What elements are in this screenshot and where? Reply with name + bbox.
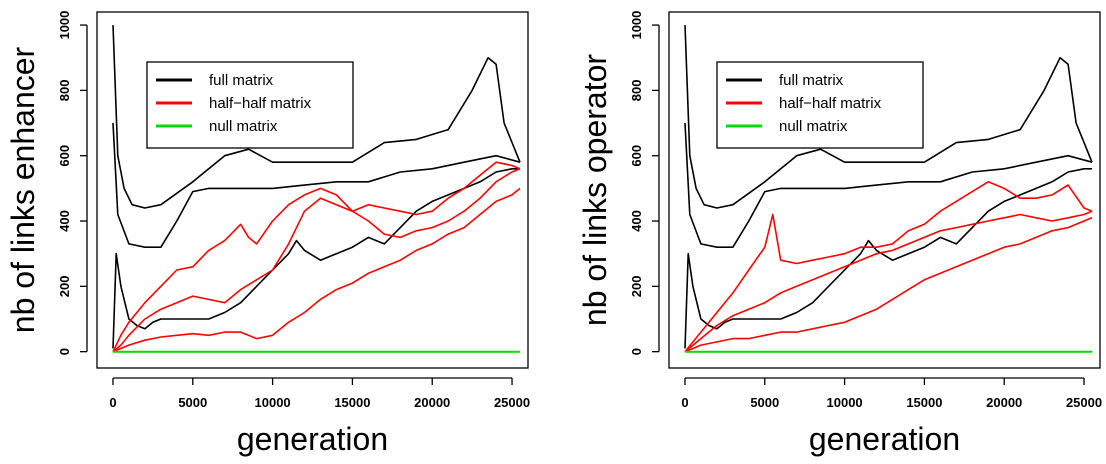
x-tick-label: 25000: [1066, 395, 1102, 410]
series-line-5: [684, 217, 1093, 353]
series-line-4: [112, 168, 521, 353]
plot-frame: [668, 11, 1101, 369]
y-axis-title: nb of links operator: [577, 54, 613, 327]
x-tick-label: 15000: [334, 395, 370, 410]
x-tick-label: 20000: [414, 395, 450, 410]
legend: full matrix half−half matrix null matrix: [716, 61, 924, 149]
series-line-5: [112, 187, 521, 353]
y-tick-label: 200: [629, 275, 644, 297]
legend-label: null matrix: [209, 118, 278, 135]
y-axis-title: nb of links enhancer: [5, 46, 41, 333]
x-tick-label: 10000: [827, 395, 863, 410]
series-line-4: [684, 210, 1093, 353]
y-tick-label: 1000: [629, 11, 644, 40]
x-tick-label: 10000: [255, 395, 291, 410]
y-tick-label: 0: [629, 348, 644, 355]
legend-label: full matrix: [209, 72, 274, 89]
x-tick-label: 0: [109, 395, 116, 410]
x-tick-label: 0: [681, 395, 688, 410]
x-tick-label: 15000: [906, 395, 942, 410]
chart-panel-enhancer: 0 5000 10000 15000 20000 25000 0 200 400 600 800 10…: [5, 11, 530, 457]
y-tick-label: 600: [57, 145, 72, 167]
plot-frame: [96, 11, 529, 369]
series-line-2: [112, 168, 520, 349]
legend-label: half−half matrix: [779, 95, 882, 112]
series-line-0: [112, 25, 521, 209]
x-axis-title: generation: [809, 421, 960, 457]
x-tick-label: 20000: [986, 395, 1022, 410]
y-tick-label: 800: [629, 80, 644, 102]
y-tick-label: 200: [57, 275, 72, 297]
y-tick-label: 600: [629, 145, 644, 167]
legend-label: full matrix: [779, 72, 844, 89]
series-line-0: [684, 25, 1093, 209]
y-tick-label: 800: [57, 80, 72, 102]
x-tick-label: 25000: [494, 395, 530, 410]
legend-label: half−half matrix: [209, 95, 312, 112]
legend-label: null matrix: [779, 118, 848, 135]
y-tick-label: 0: [57, 348, 72, 355]
y-tick-label: 400: [629, 210, 644, 232]
series-line-3: [684, 181, 1093, 353]
y-tick-label: 400: [57, 210, 72, 232]
legend: full matrix half−half matrix null matrix: [146, 61, 354, 149]
series-line-1: [684, 122, 1093, 248]
y-tick-label: 1000: [57, 11, 72, 40]
series-line-1: [112, 122, 521, 248]
x-axis-title: generation: [237, 421, 388, 457]
chart-panel-operator: 0 5000 10000 15000 20000 25000 0 200 400 600 800 10…: [577, 11, 1102, 457]
x-tick-label: 5000: [750, 395, 779, 410]
x-tick-label: 5000: [178, 395, 207, 410]
series-line-3: [112, 161, 521, 353]
